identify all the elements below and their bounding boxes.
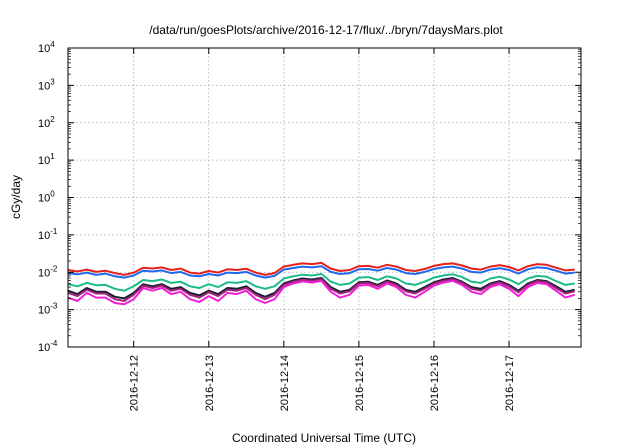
y-tick-label: 102: [38, 115, 55, 130]
y-tick-label: 101: [38, 152, 55, 167]
series-line-1: [67, 261, 575, 276]
x-tick-label: 2016-12-12: [129, 355, 141, 411]
y-tick-label: 10-2: [38, 264, 58, 279]
y-tick-label: 100: [38, 190, 55, 205]
y-tick-label: 10-4: [38, 339, 58, 354]
x-axis-label: Coordinated Universal Time (UTC): [232, 431, 416, 445]
x-tick-label: 2016-12-13: [204, 355, 216, 411]
x-tick-label: 2016-12-14: [279, 355, 291, 411]
x-axis-ticks: 2016-12-12 2016-12-13 2016-12-14 2016-12-15…: [129, 48, 516, 411]
series-line-3: [67, 273, 575, 292]
y-tick-label: 10-3: [38, 302, 58, 317]
y-tick-label: 10-1: [38, 227, 58, 242]
series-line-4: [67, 277, 575, 300]
y-tick-label: 103: [38, 77, 55, 92]
series-line-5: [67, 278, 575, 302]
series-line-2: [67, 265, 575, 279]
grid-lines: [68, 48, 581, 347]
x-tick-label: 2016-12-17: [504, 355, 516, 411]
x-tick-label: 2016-12-16: [429, 355, 441, 411]
x-tick-label: 2016-12-15: [354, 355, 366, 411]
chart-title: /data/run/goesPlots/archive/2016-12-17/f…: [149, 23, 503, 37]
y-tick-label: 104: [38, 40, 55, 55]
series-lines: [67, 261, 575, 306]
y-axis-label: cGy/day: [9, 175, 23, 219]
y-axis-ticks: 10-4 10-3 10-2 10-1 100 101 102 103 104: [38, 40, 581, 354]
series-line-6: [67, 279, 575, 306]
